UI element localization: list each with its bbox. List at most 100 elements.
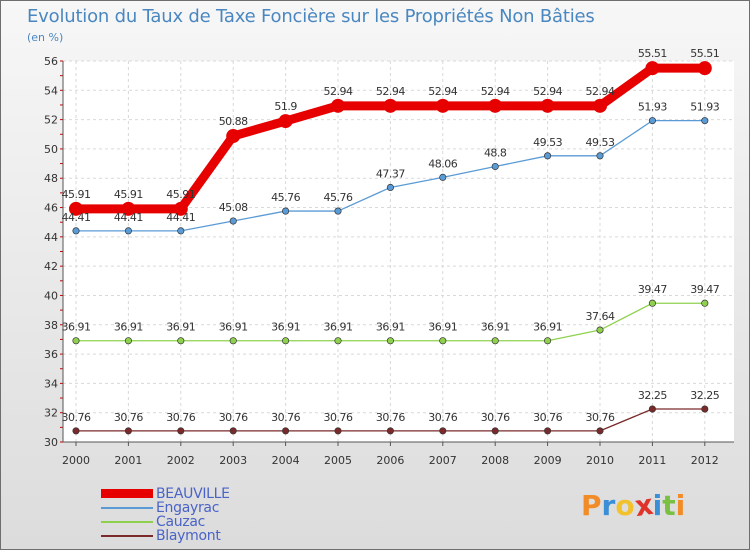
data-label: 30.76 — [62, 411, 91, 424]
data-point — [124, 427, 132, 435]
logo-letter: r — [601, 489, 616, 522]
logo-letter: x — [632, 487, 655, 524]
chart-unit-label: (en %) — [27, 31, 64, 44]
data-label: 36.91 — [533, 321, 562, 334]
data-label: 49.53 — [533, 136, 562, 149]
data-label: 52.94 — [481, 85, 510, 98]
data-point — [645, 61, 660, 76]
data-label: 36.91 — [428, 321, 457, 334]
y-tick-label: 52 — [44, 114, 58, 127]
data-label: 55.51 — [638, 47, 667, 60]
data-point — [334, 427, 342, 435]
legend-item-beauville: BEAUVILLE — [101, 486, 301, 502]
data-point — [229, 337, 237, 345]
data-point — [439, 337, 447, 345]
data-point — [124, 227, 132, 235]
data-label: 36.91 — [481, 321, 510, 334]
y-tick-label: 32 — [44, 407, 58, 420]
data-label: 47.37 — [376, 167, 405, 180]
data-point — [177, 337, 185, 345]
data-point — [596, 152, 604, 160]
legend-label: Blaymont — [156, 528, 221, 544]
data-point — [226, 129, 241, 144]
data-point — [282, 337, 290, 345]
legend-swatch — [101, 507, 153, 509]
x-tick-label: 2003 — [219, 454, 247, 467]
y-tick-label: 48 — [44, 172, 58, 185]
chart-title: Evolution du Taux de Taxe Foncière sur l… — [27, 6, 595, 27]
data-label: 36.91 — [166, 321, 195, 334]
data-label: 49.53 — [586, 136, 615, 149]
data-point — [648, 117, 656, 125]
proxiti-logo: Proxiti — [581, 487, 686, 524]
data-point — [386, 427, 394, 435]
y-tick-label: 36 — [44, 348, 58, 361]
data-point — [173, 201, 188, 216]
data-point — [386, 183, 394, 192]
logo-letter: i — [675, 489, 686, 522]
data-label: 52.94 — [428, 85, 457, 98]
x-tick-label: 2004 — [272, 454, 300, 467]
data-point — [439, 173, 447, 181]
data-label: 44.41 — [114, 211, 143, 224]
data-label: 45.76 — [324, 191, 353, 204]
data-label: 30.76 — [271, 411, 300, 424]
data-point — [701, 299, 709, 307]
data-point — [540, 98, 555, 113]
data-point — [334, 337, 342, 345]
y-tick-label: 40 — [44, 289, 58, 302]
data-label: 30.76 — [324, 411, 353, 424]
y-tick-label: 46 — [44, 202, 58, 215]
data-label: 51.9 — [274, 100, 297, 113]
logo-letter: P — [581, 489, 602, 522]
data-label: 52.94 — [586, 85, 615, 98]
data-label: 45.91 — [114, 188, 143, 201]
data-label: 50.88 — [219, 115, 248, 128]
data-label: 36.91 — [271, 321, 300, 334]
x-tick-label: 2002 — [167, 454, 195, 467]
data-point — [596, 427, 604, 435]
data-point — [596, 326, 604, 334]
data-label: 36.91 — [324, 321, 353, 334]
x-tick-label: 2006 — [376, 454, 404, 467]
logo-letter: o — [615, 489, 635, 522]
legend-swatch — [101, 489, 153, 498]
data-label: 30.76 — [219, 411, 248, 424]
data-label: 52.94 — [533, 85, 562, 98]
data-point — [229, 217, 237, 225]
logo-letter: i — [652, 489, 663, 522]
data-point — [72, 337, 80, 345]
y-tick-label: 42 — [44, 260, 58, 273]
data-point — [544, 337, 552, 345]
x-tick-label: 2010 — [586, 454, 614, 467]
data-point — [435, 98, 450, 113]
y-tick-label: 30 — [44, 436, 58, 449]
data-label: 37.64 — [586, 310, 615, 323]
data-point — [544, 152, 552, 160]
data-label: 48.06 — [428, 157, 457, 170]
data-point — [439, 427, 447, 435]
y-tick-label: 50 — [44, 143, 58, 156]
legend-label: BEAUVILLE — [156, 486, 230, 502]
data-point — [282, 207, 290, 215]
data-label: 48.8 — [484, 147, 507, 160]
legend-item-blaymont: Blaymont — [101, 528, 301, 544]
data-point — [72, 227, 80, 235]
data-label: 45.08 — [219, 201, 248, 214]
data-point — [121, 201, 136, 216]
x-tick-label: 2001 — [114, 454, 142, 467]
data-point — [278, 114, 293, 129]
data-label: 32.25 — [638, 389, 667, 402]
data-point — [491, 162, 499, 171]
data-point — [491, 337, 499, 345]
data-label: 30.76 — [586, 411, 615, 424]
data-label: 52.94 — [376, 85, 405, 98]
data-label: 51.93 — [690, 101, 719, 114]
legend-label: Engayrac — [156, 500, 220, 516]
legend-swatch — [101, 535, 153, 537]
data-point — [701, 405, 709, 413]
data-label: 36.91 — [114, 321, 143, 334]
data-point — [697, 61, 712, 76]
data-label: 39.47 — [690, 283, 719, 296]
